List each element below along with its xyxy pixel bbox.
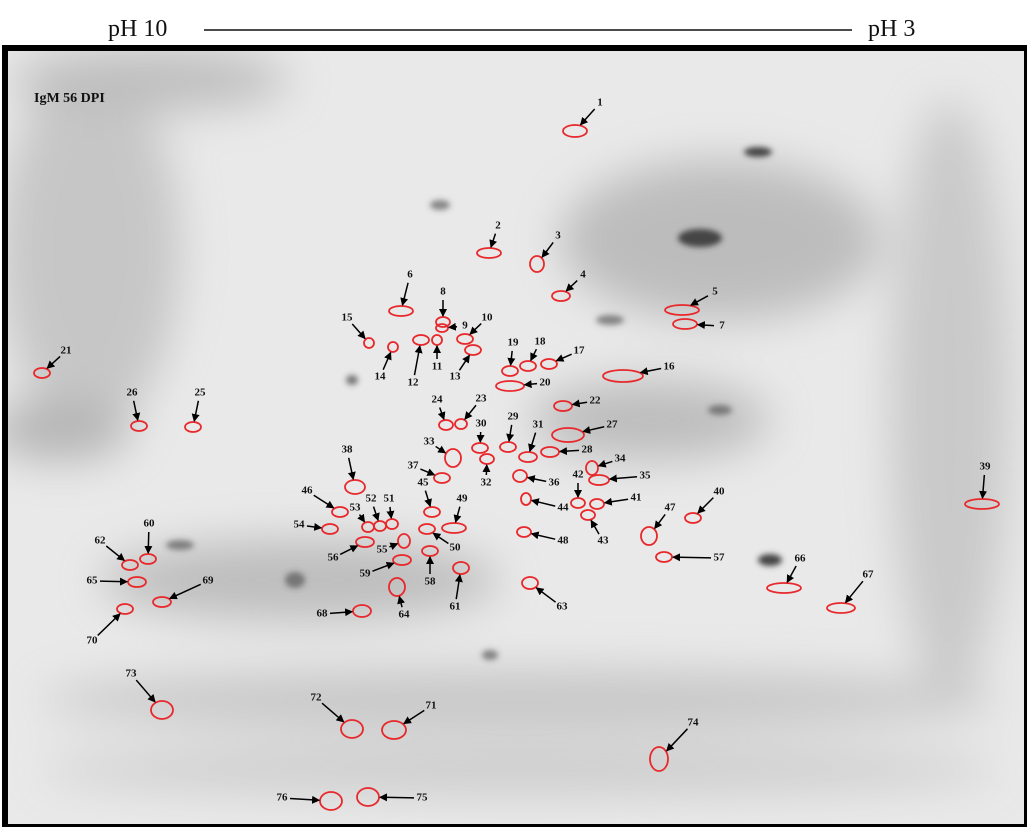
spot-number: 29 — [508, 411, 520, 423]
spot-number: 19 — [508, 337, 520, 349]
spot-number: 1 — [597, 97, 603, 109]
spot-number: 67 — [863, 569, 875, 581]
spot-number: 22 — [590, 395, 602, 407]
spot-number: 70 — [87, 635, 99, 647]
spot-arrow — [698, 325, 714, 326]
spot-number: 53 — [350, 502, 362, 514]
spot-number: 60 — [144, 518, 156, 530]
spot-number: 16 — [664, 361, 676, 373]
spot-arrow — [525, 384, 537, 385]
spot-number: 66 — [795, 553, 807, 565]
spot-arrow — [560, 450, 579, 451]
spot-number: 32 — [481, 477, 493, 489]
spot-number: 57 — [714, 552, 726, 564]
spot-number: 26 — [127, 387, 139, 399]
spot-number: 47 — [665, 502, 677, 514]
spot-number: 75 — [417, 792, 429, 804]
spot-number: 6 — [407, 269, 413, 281]
spot-number: 43 — [598, 535, 610, 547]
spot-number: 4 — [580, 269, 586, 281]
spot-number: 20 — [540, 377, 552, 389]
spot-number: 15 — [342, 312, 354, 324]
spot-number: 45 — [418, 477, 430, 489]
spot-arrow — [100, 581, 127, 582]
spot-number: 72 — [311, 692, 323, 704]
spot-number: 27 — [607, 419, 619, 431]
ph-left-label: pH 10 — [108, 16, 167, 42]
spot-number: 34 — [615, 453, 627, 465]
spot-number: 17 — [574, 345, 586, 357]
spot-number: 12 — [408, 377, 420, 389]
spot-number: 39 — [980, 461, 992, 473]
spot-number: 30 — [476, 418, 488, 430]
spot-number: 55 — [377, 544, 389, 556]
spot-arrow — [380, 797, 414, 798]
spot-number: 56 — [328, 552, 340, 564]
spot-arrow — [449, 327, 457, 328]
spot-number: 11 — [432, 361, 442, 373]
spot-number: 42 — [573, 469, 585, 481]
spot-number: 31 — [533, 419, 544, 431]
spot-number: 63 — [557, 601, 569, 613]
spot-number: 49 — [457, 493, 469, 505]
spot-number: 64 — [399, 609, 411, 621]
spot-number: 54 — [294, 519, 306, 531]
spot-number: 18 — [535, 336, 547, 348]
spot-number: 5 — [712, 286, 718, 298]
spot-number: 44 — [558, 502, 570, 514]
spot-number: 28 — [582, 444, 594, 456]
spot-number: 59 — [360, 568, 372, 580]
spot-number: 48 — [558, 535, 570, 547]
panel-label: IgM 56 DPI — [34, 91, 105, 106]
spot-number: 13 — [450, 371, 462, 383]
spot-number: 25 — [195, 387, 207, 399]
spot-number: 74 — [688, 717, 700, 729]
spot-number: 68 — [317, 608, 329, 620]
spot-number: 65 — [87, 575, 99, 587]
spot-number: 61 — [450, 601, 461, 613]
spot-number: 9 — [462, 320, 468, 332]
gel-image — [0, 50, 1024, 824]
spot-number: 2 — [495, 220, 501, 232]
spot-number: 73 — [126, 668, 138, 680]
spot-number: 23 — [476, 393, 488, 405]
spot-number: 52 — [366, 493, 378, 505]
spot-number: 14 — [375, 371, 387, 383]
spot-number: 71 — [426, 700, 437, 712]
spot-number: 36 — [549, 477, 561, 489]
spot-number: 7 — [719, 320, 725, 332]
spot-arrow — [673, 557, 711, 558]
spot-number: 35 — [640, 470, 652, 482]
spot-number: 69 — [203, 575, 215, 587]
spot-number: 33 — [424, 436, 436, 448]
spot-number: 46 — [302, 485, 314, 497]
spot-number: 3 — [555, 230, 561, 242]
spot-number: 24 — [432, 394, 444, 406]
spot-arrow — [148, 532, 149, 553]
figure: pH 10 pH 3 IgM 56 DPI 1 — [0, 0, 1027, 827]
spot-number: 21 — [61, 345, 72, 357]
spot-number: 41 — [631, 492, 642, 504]
spot-number: 76 — [277, 792, 289, 804]
spot-number: 40 — [714, 486, 726, 498]
spot-number: 58 — [425, 576, 437, 588]
spot-number: 10 — [482, 312, 494, 324]
spot-number: 62 — [95, 535, 107, 547]
spot-number: 38 — [342, 444, 354, 456]
spot-number: 50 — [450, 542, 462, 554]
spot-number: 8 — [440, 286, 446, 298]
spot-number: 51 — [384, 493, 395, 505]
ph-right-label: pH 3 — [868, 16, 915, 42]
spot-number: 37 — [408, 460, 420, 472]
